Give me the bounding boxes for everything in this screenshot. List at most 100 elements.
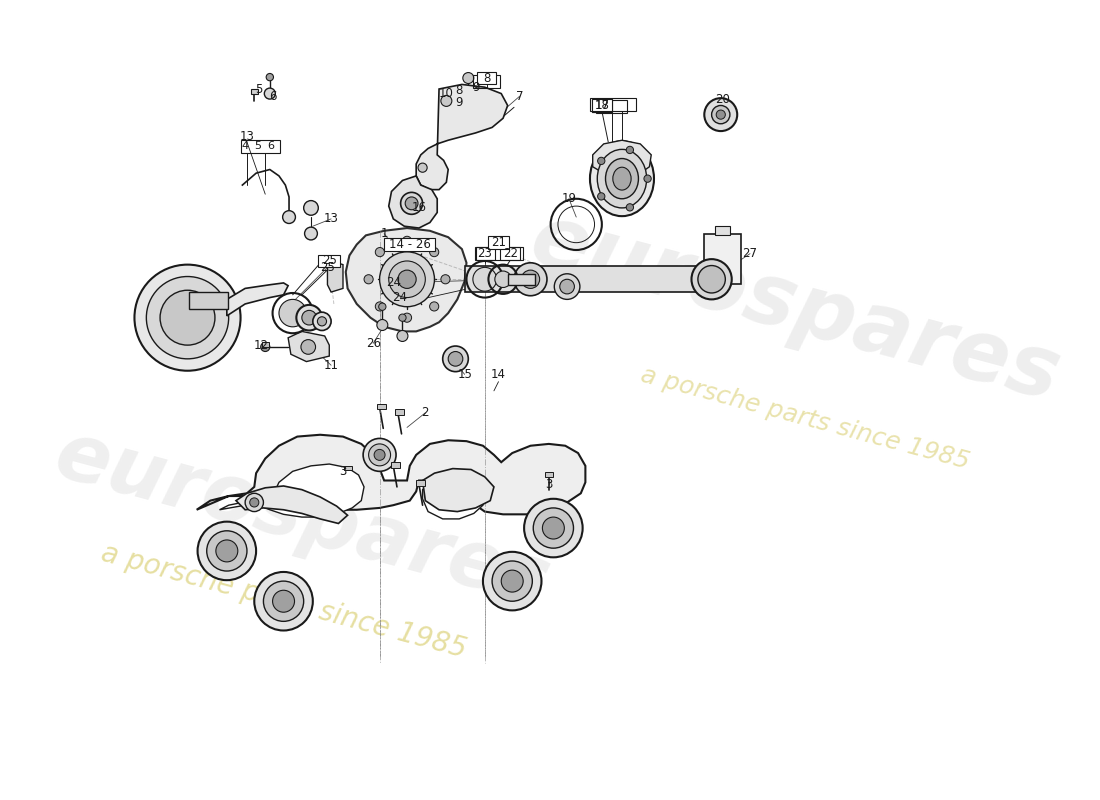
- Circle shape: [146, 277, 229, 359]
- Circle shape: [483, 552, 541, 610]
- Circle shape: [712, 106, 730, 124]
- Polygon shape: [328, 261, 343, 292]
- Bar: [546, 472, 553, 477]
- Circle shape: [644, 175, 651, 182]
- Circle shape: [364, 274, 373, 284]
- Text: 5: 5: [255, 82, 263, 95]
- Circle shape: [697, 266, 725, 293]
- Circle shape: [704, 98, 737, 131]
- Text: 17: 17: [594, 99, 609, 112]
- Text: a porsche parts since 1985: a porsche parts since 1985: [638, 362, 972, 474]
- Circle shape: [418, 163, 427, 172]
- Circle shape: [542, 517, 564, 539]
- Circle shape: [441, 95, 452, 106]
- Text: 3: 3: [546, 478, 552, 490]
- Circle shape: [441, 274, 450, 284]
- Circle shape: [304, 201, 318, 215]
- Bar: [262, 342, 268, 347]
- Circle shape: [264, 88, 275, 99]
- Bar: [590, 98, 636, 111]
- Circle shape: [374, 450, 385, 460]
- Bar: [416, 481, 426, 486]
- Bar: [390, 462, 399, 468]
- Text: 16: 16: [411, 202, 427, 214]
- Text: 8: 8: [483, 71, 491, 85]
- Circle shape: [463, 73, 474, 83]
- Circle shape: [279, 299, 307, 327]
- Text: 8: 8: [455, 84, 463, 98]
- Polygon shape: [220, 464, 364, 517]
- Circle shape: [495, 271, 512, 287]
- Polygon shape: [345, 228, 466, 331]
- Circle shape: [403, 313, 411, 322]
- Circle shape: [283, 210, 296, 223]
- Polygon shape: [422, 469, 494, 511]
- Circle shape: [250, 498, 258, 507]
- Text: 1: 1: [381, 227, 388, 240]
- Circle shape: [161, 290, 214, 345]
- Circle shape: [216, 540, 238, 562]
- Ellipse shape: [590, 141, 654, 216]
- Circle shape: [502, 570, 524, 592]
- Circle shape: [554, 274, 580, 299]
- Polygon shape: [236, 486, 348, 523]
- Circle shape: [368, 444, 390, 466]
- Polygon shape: [388, 176, 437, 228]
- Text: eurospares: eurospares: [522, 198, 1069, 419]
- Text: 3: 3: [339, 465, 346, 478]
- Bar: [592, 99, 612, 112]
- Ellipse shape: [605, 158, 638, 198]
- Bar: [251, 89, 257, 94]
- Circle shape: [430, 302, 439, 311]
- Circle shape: [692, 259, 732, 299]
- Text: 27: 27: [742, 247, 758, 260]
- Circle shape: [261, 342, 270, 351]
- Text: 11: 11: [323, 358, 339, 372]
- Circle shape: [378, 303, 386, 310]
- Text: 6: 6: [268, 90, 276, 103]
- Circle shape: [375, 302, 384, 311]
- Circle shape: [597, 193, 605, 200]
- Circle shape: [198, 522, 256, 580]
- Circle shape: [134, 265, 241, 370]
- Circle shape: [263, 581, 304, 622]
- Circle shape: [403, 236, 411, 246]
- Text: 18: 18: [594, 99, 609, 112]
- Circle shape: [597, 158, 605, 165]
- Circle shape: [305, 227, 318, 240]
- Circle shape: [266, 74, 274, 81]
- Circle shape: [398, 270, 416, 289]
- Text: 10: 10: [439, 87, 454, 100]
- Text: 25: 25: [322, 254, 337, 267]
- Polygon shape: [422, 473, 485, 519]
- Text: 21: 21: [491, 236, 506, 249]
- Bar: [242, 140, 279, 153]
- Text: 19: 19: [561, 192, 576, 206]
- Bar: [704, 234, 741, 284]
- Bar: [473, 75, 500, 88]
- Circle shape: [560, 279, 574, 294]
- Bar: [318, 254, 340, 267]
- Circle shape: [442, 346, 469, 372]
- Text: 2: 2: [421, 406, 429, 419]
- Bar: [189, 292, 228, 309]
- Circle shape: [318, 317, 327, 326]
- Circle shape: [245, 494, 263, 511]
- Text: 7: 7: [516, 90, 524, 103]
- Text: 26: 26: [365, 337, 381, 350]
- Circle shape: [448, 351, 463, 366]
- Circle shape: [534, 508, 573, 548]
- Bar: [377, 404, 386, 409]
- Text: 14 - 26: 14 - 26: [388, 238, 431, 251]
- Text: 14: 14: [491, 368, 506, 381]
- Circle shape: [363, 438, 396, 471]
- Circle shape: [399, 314, 406, 322]
- Text: 13: 13: [323, 212, 339, 226]
- Bar: [477, 72, 496, 85]
- Circle shape: [254, 572, 312, 630]
- Polygon shape: [593, 140, 651, 176]
- Text: 20: 20: [715, 94, 730, 106]
- Text: 9: 9: [472, 81, 480, 94]
- Text: 4: 4: [242, 141, 249, 150]
- Circle shape: [397, 330, 408, 342]
